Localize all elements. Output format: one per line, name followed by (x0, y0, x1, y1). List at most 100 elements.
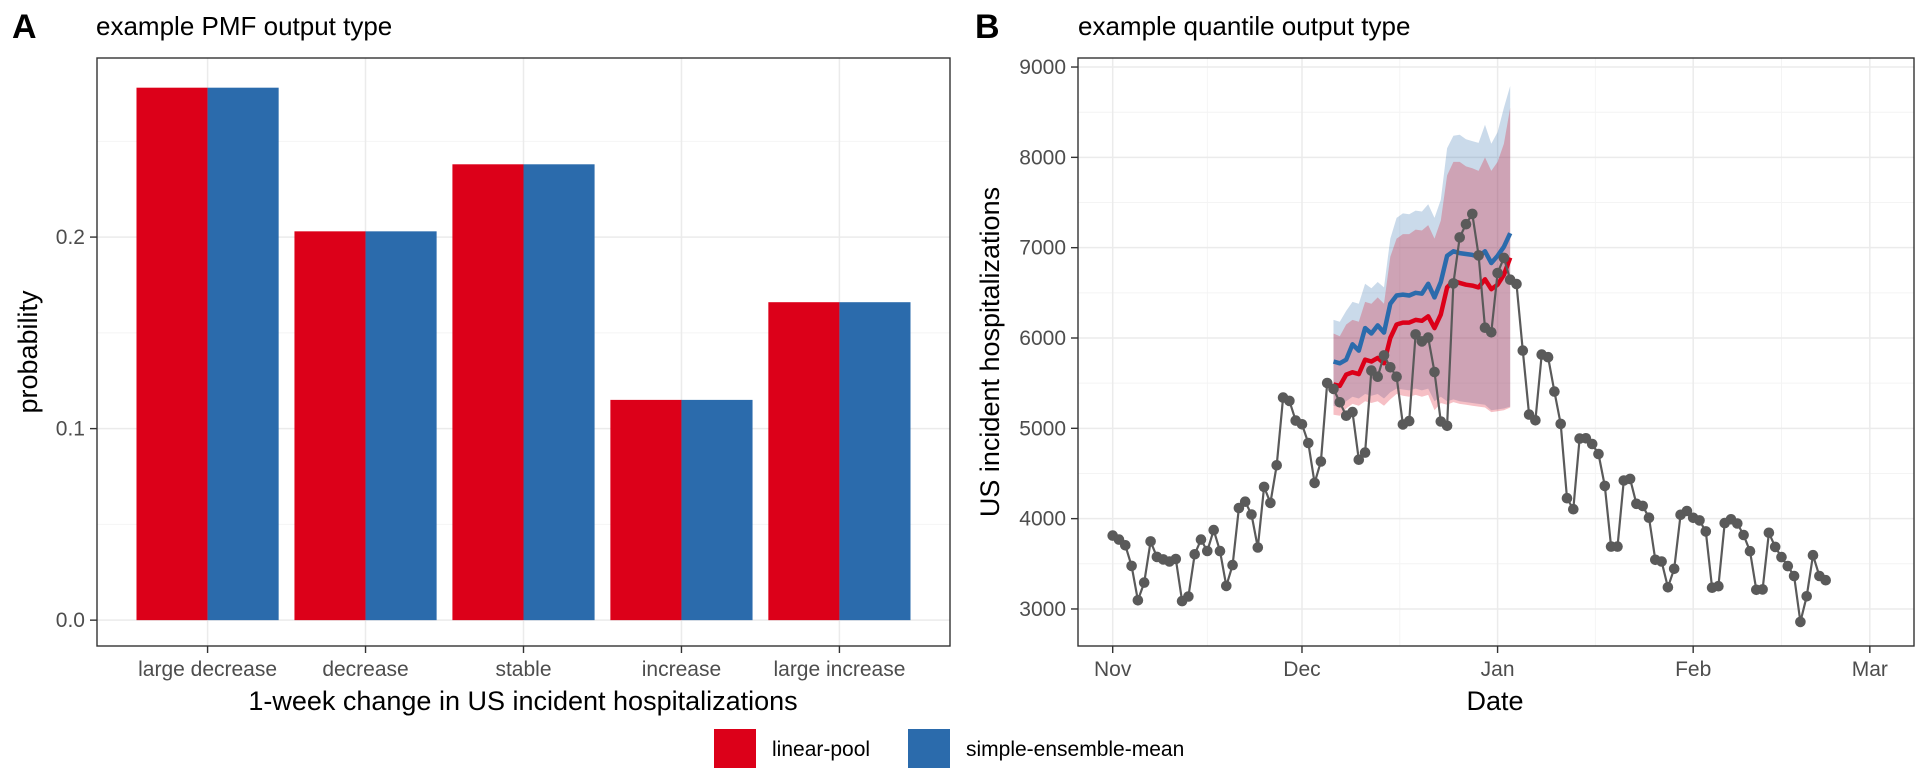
panel-a-x-axis-title: 1-week change in US incident hospitaliza… (248, 686, 797, 716)
observed-point (1643, 512, 1655, 523)
bar (294, 231, 366, 621)
observed-point (1126, 560, 1137, 572)
observed-point (1757, 584, 1768, 595)
observed-point (1662, 582, 1674, 593)
observed-point (1732, 518, 1743, 529)
bar (523, 164, 595, 621)
observed-point (1586, 438, 1598, 450)
observed-point (1561, 492, 1573, 504)
observed-point (1713, 580, 1724, 592)
observed-point (1492, 267, 1503, 279)
panel-a-x-axis: large decrease decrease stable increase larg… (138, 646, 905, 681)
x-tick-label: Feb (1675, 658, 1711, 681)
observed-point (1252, 542, 1264, 553)
observed-point (1195, 534, 1207, 545)
y-tick-label: 0.0 (56, 609, 85, 632)
observed-point (1637, 500, 1648, 512)
observed-point (1467, 208, 1478, 220)
observed-point (1738, 529, 1749, 541)
observed-point (1202, 545, 1213, 557)
observed-point (1347, 406, 1358, 418)
panel-b-x-axis: Nov Dec Jan Feb Mar (1094, 646, 1888, 681)
observed-point (1542, 351, 1554, 363)
observed-point (1441, 420, 1453, 432)
legend-swatch-linear-pool (714, 729, 756, 768)
observed-point (1372, 371, 1383, 383)
observed-point (1315, 456, 1327, 467)
observed-point (1189, 549, 1200, 560)
observed-point (1296, 419, 1308, 430)
observed-point (1460, 218, 1472, 230)
y-tick-label: 6000 (1019, 327, 1066, 350)
observed-point (1498, 252, 1510, 264)
observed-point (1138, 577, 1150, 588)
bar (452, 164, 524, 621)
panel-a-y-axis: 0.0 0.1 0.2 (56, 226, 97, 632)
observed-point (1801, 591, 1812, 602)
observed-point (1668, 563, 1680, 575)
observed-point (1700, 526, 1712, 537)
legend-label-linear-pool: linear-pool (772, 738, 870, 761)
observed-point (1422, 332, 1434, 343)
x-tick-label: stable (495, 658, 551, 681)
observed-point (1530, 415, 1541, 426)
legend: linear-pool simple-ensemble-mean (714, 729, 1184, 768)
y-tick-label: 3000 (1019, 598, 1066, 621)
panel-b-label: B (975, 8, 1000, 46)
panel-b-y-axis-title: US incident hospitalizations (975, 187, 1005, 517)
observed-point (1170, 553, 1182, 565)
panel-b-x-axis-title: Date (1466, 686, 1523, 716)
x-tick-label: Mar (1852, 658, 1888, 681)
observed-point (1599, 480, 1611, 492)
observed-point (1511, 278, 1522, 290)
bar (136, 87, 208, 621)
panel-a-y-axis-title: probability (13, 290, 43, 414)
legend-swatch-simple-ensemble-mean (908, 729, 950, 768)
observed-point (1303, 437, 1314, 449)
bar (207, 87, 279, 621)
observed-point (1807, 549, 1819, 561)
observed-point (1763, 527, 1775, 539)
observed-point (1410, 329, 1421, 340)
observed-point (1120, 540, 1131, 551)
observed-point (1391, 371, 1402, 383)
observed-point (1549, 386, 1560, 397)
observed-point (1385, 362, 1396, 373)
observed-point (1284, 395, 1295, 407)
bar (768, 302, 840, 621)
observed-point (1782, 560, 1794, 572)
x-tick-label: Jan (1481, 658, 1515, 681)
y-tick-label: 7000 (1019, 237, 1066, 260)
bar (839, 302, 911, 621)
observed-point (1378, 350, 1390, 361)
y-tick-label: 9000 (1019, 56, 1066, 79)
observed-point (1359, 447, 1371, 458)
panel-a-bars (136, 87, 911, 621)
observed-point (1183, 591, 1194, 602)
observed-point (1795, 616, 1806, 628)
panel-a: A example PMF output type 0.0 0.1 0.2 larg… (12, 8, 951, 716)
x-tick-label: large increase (773, 658, 905, 681)
observed-point (1473, 250, 1484, 261)
x-tick-label: large decrease (138, 658, 277, 681)
observed-point (1517, 345, 1529, 356)
observed-point (1239, 496, 1251, 508)
observed-point (1309, 477, 1320, 489)
observed-point (1624, 473, 1636, 485)
panel-b-frame (1077, 57, 1915, 647)
observed-point (1448, 278, 1459, 289)
observed-point (1681, 505, 1693, 517)
y-tick-label: 0.1 (56, 418, 85, 441)
observed-point (1612, 541, 1623, 552)
panel-b: B example quantile output type 3000 4000 5… (975, 8, 1915, 716)
observed-point (1145, 536, 1156, 547)
legend-label-simple-ensemble-mean: simple-ensemble-mean (966, 738, 1184, 761)
observed-point (1820, 574, 1831, 586)
observed-point (1593, 448, 1604, 460)
observed-point (1555, 418, 1566, 430)
observed-point (1776, 551, 1787, 563)
observed-point (1744, 545, 1756, 557)
panel-b-grid (1078, 58, 1914, 646)
panel-b-observed-series (1107, 208, 1831, 628)
panel-a-label: A (12, 8, 37, 46)
